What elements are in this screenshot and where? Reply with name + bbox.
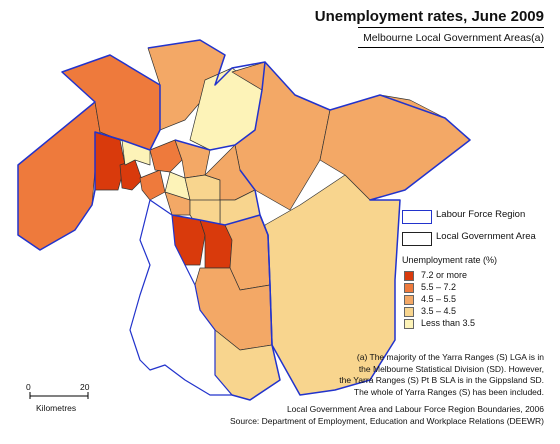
legend-label: 4.5 – 5.5 [421, 294, 457, 304]
lga-region-nw-west[interactable] [17, 101, 101, 251]
subtitle-rule [358, 47, 544, 48]
map-subtitle: Melbourne Local Government Areas(a) [363, 32, 544, 44]
scale-bar [29, 392, 89, 399]
legend-swatch [404, 295, 414, 305]
legend-swatch [404, 271, 414, 281]
legend-title: Unemployment rate (%) [402, 255, 498, 265]
port-phillip-bay [129, 199, 233, 396]
lga-inner-west-b[interactable] [119, 159, 143, 191]
lga-label: Local Government Area [436, 231, 536, 242]
lfr-label: Labour Force Region [436, 209, 526, 220]
lga-swatch [402, 232, 432, 246]
lfr-boundary-west [17, 54, 161, 251]
lga-inner-north-a[interactable] [149, 139, 183, 173]
lfr-swatch [402, 210, 432, 224]
legend-label: 5.5 – 7.2 [421, 282, 457, 292]
scale-start-label: 0 [26, 382, 31, 392]
map-title: Unemployment rates, June 2009 [314, 8, 544, 25]
boundary-key-lfr: Labour Force Region [402, 209, 560, 224]
title-rule [358, 27, 544, 28]
boundary-key-lga: Local Government Area [402, 231, 560, 246]
lfr-boundary-south [171, 214, 281, 401]
scale-unit-label: Kilometres [36, 403, 77, 413]
source-note: Local Government Area and Labour Force R… [229, 404, 544, 426]
legend-swatch [404, 307, 414, 317]
legend-swatch [404, 283, 414, 293]
legend-swatch [404, 319, 414, 329]
legend-label: 3.5 – 4.5 [421, 306, 457, 316]
legend-label: Less than 3.5 [421, 318, 476, 328]
lga-inner-west-d[interactable] [139, 169, 166, 201]
footnote: (a) The majority of the Yarra Ranges (S)… [339, 352, 544, 397]
lga-inner-west-a[interactable] [94, 131, 126, 191]
legend-label: 7.2 or more [421, 270, 468, 280]
scale-end-label: 20 [80, 382, 90, 392]
